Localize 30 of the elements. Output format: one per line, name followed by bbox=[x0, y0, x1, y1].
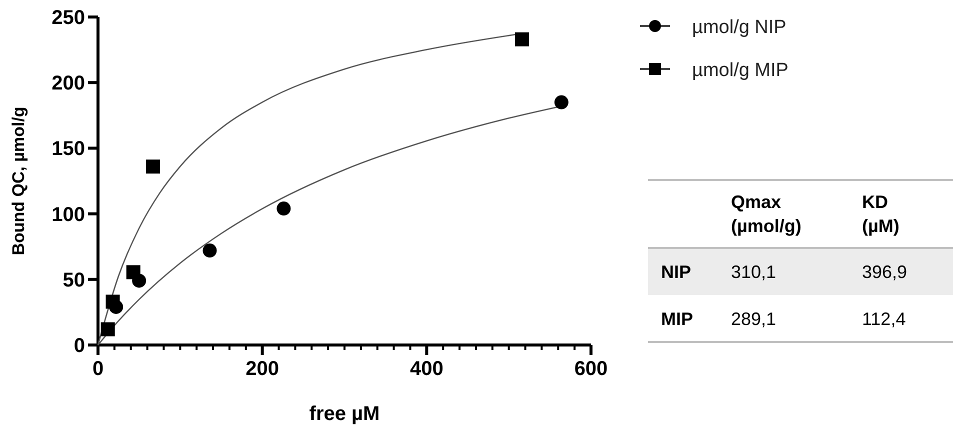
x-tick-label: 200 bbox=[246, 358, 280, 380]
point bbox=[126, 265, 140, 280]
y-tick-label: 200 bbox=[52, 72, 85, 95]
point bbox=[202, 244, 217, 258]
legend-label: µmol/g NIP bbox=[692, 17, 786, 38]
category-label: NIP bbox=[661, 262, 692, 282]
x-axis-title: free µM bbox=[309, 403, 380, 425]
point bbox=[106, 294, 120, 309]
point bbox=[276, 202, 291, 216]
x-tick-label: 400 bbox=[410, 358, 444, 380]
text: 289,1 bbox=[731, 309, 776, 329]
y-tick-label: 50 bbox=[62, 269, 85, 292]
y-tick-label: 250 bbox=[52, 7, 85, 29]
point bbox=[554, 95, 568, 110]
text: 396,9 bbox=[862, 262, 908, 282]
category-label: MIP bbox=[661, 309, 694, 329]
x-tick-label: 600 bbox=[574, 358, 608, 380]
legend-label: µmol/g MIP bbox=[692, 60, 788, 81]
x-tick-label: 0 bbox=[92, 358, 104, 380]
y-tick-label: 100 bbox=[52, 204, 85, 226]
point bbox=[514, 32, 529, 46]
text: 310,1 bbox=[731, 262, 776, 282]
y-tick-label: 0 bbox=[74, 335, 85, 357]
category-label: KD (µM) bbox=[862, 192, 900, 236]
y-tick-label: 150 bbox=[52, 138, 85, 160]
y-axis-title: Bound QC, µmol/g bbox=[9, 106, 28, 256]
point bbox=[100, 322, 115, 336]
text: 112,4 bbox=[862, 309, 906, 329]
category-label: Qmax (µmol/g) bbox=[731, 192, 802, 236]
point bbox=[146, 160, 160, 174]
